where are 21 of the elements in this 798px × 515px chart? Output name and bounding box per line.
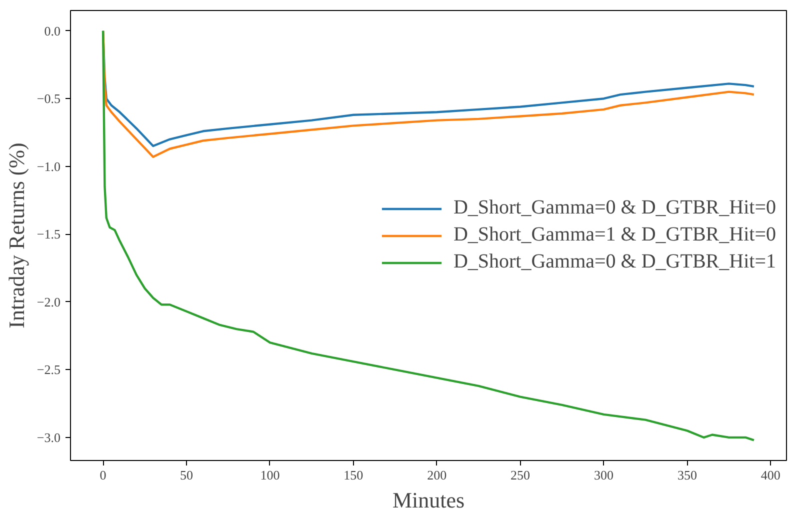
x-tick-label: 250 [510, 468, 530, 482]
legend-label: D_Short_Gamma=1 & D_GTBR_Hit=0 [453, 224, 776, 246]
x-tick-label: 150 [344, 468, 364, 482]
y-tick-label: 0.0 [44, 23, 60, 38]
y-tick-label: −2.5 [36, 362, 61, 378]
x-tick-label: 50 [180, 468, 193, 482]
legend-label: D_Short_Gamma=0 & D_GTBR_Hit=0 [453, 196, 776, 220]
y-tick-label: −3.0 [36, 430, 61, 445]
y-axis-title: Intraday Returns (%) [4, 142, 29, 328]
legend-label: D_Short_Gamma=0 & D_GTBR_Hit=1 [453, 250, 776, 274]
x-tick-label: 300 [594, 468, 614, 482]
y-tick-label: −1.0 [36, 158, 61, 174]
y-tick-label: −0.5 [36, 91, 61, 106]
x-tick-label: 0 [100, 468, 106, 482]
x-axis-title: Minutes [392, 488, 465, 512]
x-tick-label: 100 [260, 468, 280, 482]
x-tick-label: 400 [760, 468, 780, 482]
y-tick-label: −2.0 [36, 294, 61, 310]
y-tick-label: −1.5 [36, 226, 61, 242]
x-tick-label: 200 [427, 468, 447, 482]
x-tick-label: 350 [677, 468, 697, 482]
